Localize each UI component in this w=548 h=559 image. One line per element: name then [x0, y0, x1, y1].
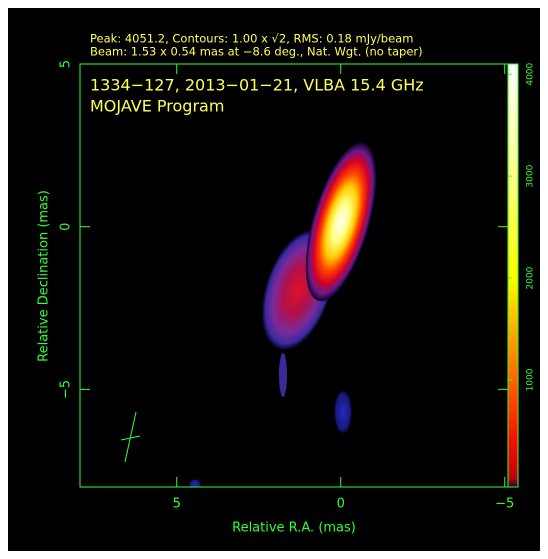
y-tick-label: 5	[59, 60, 74, 68]
colorbar-tick-label: 4000	[526, 62, 536, 85]
core-component	[305, 142, 377, 302]
beam-major	[124, 411, 137, 463]
colorbar-tick-label: 3000	[526, 164, 536, 187]
colorbar-tick-label: 2000	[526, 266, 536, 289]
x-tick-label: 0	[337, 497, 345, 512]
colorbar	[508, 64, 518, 487]
beam-minor	[120, 435, 141, 441]
x-tick-label: −5	[495, 497, 514, 512]
y-axis-label: Relative Declination (mas)	[37, 190, 52, 362]
y-tick-label: −5	[59, 380, 74, 399]
emission	[189, 142, 377, 487]
x-axis-label: Relative R.A. (mas)	[232, 521, 356, 536]
chart-subtitle: MOJAVE Program	[90, 97, 224, 116]
jet-knot	[334, 390, 352, 434]
beam	[120, 411, 141, 463]
colorbar-frame	[507, 63, 519, 488]
y-tick-label: 0	[59, 223, 74, 231]
header-line: Beam: 1.53 x 0.54 mas at −8.6 deg., Nat.…	[90, 45, 423, 59]
x-tick-label: 5	[173, 497, 181, 512]
jet-knot	[189, 479, 201, 487]
tail	[279, 353, 287, 397]
header-line: Peak: 4051.2, Contours: 1.00 x √2, RMS: …	[90, 32, 413, 46]
chart-title: 1334−127, 2013−01−21, VLBA 15.4 GHz	[90, 76, 424, 95]
colorbar-tick-label: 1000	[526, 368, 536, 391]
